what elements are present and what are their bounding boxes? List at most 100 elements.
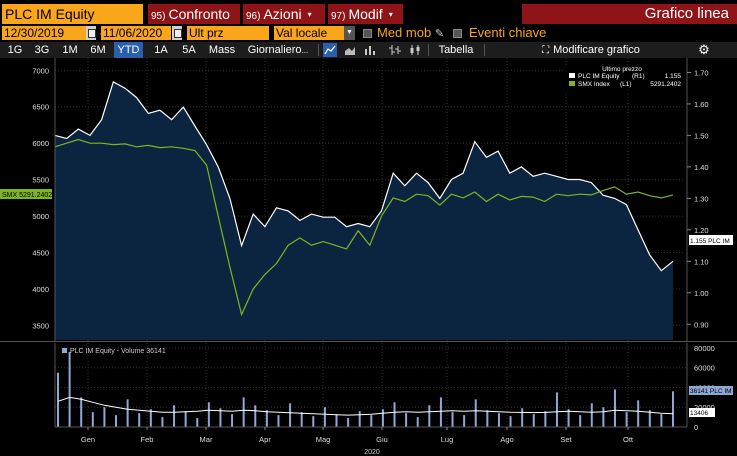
compare-menu-button[interactable]: 95) Confronto (148, 4, 240, 24)
legend-swatch-price (569, 73, 575, 78)
volume-bar (567, 409, 570, 427)
right-axis: 1.70 1.60 1.50 1.40 1.30 1.20 1.10 1.00 0.90 (686, 58, 709, 341)
index-series-line (54, 138, 674, 317)
period-ytd[interactable]: YTD (114, 42, 143, 58)
volume-chart[interactable]: 800006000040000200000 GenFebMarAprMagGiu… (0, 341, 737, 456)
volume-bar (521, 408, 524, 427)
legend-axis: (L1) (620, 81, 632, 88)
month-label: Giu (376, 435, 388, 444)
volume-bar (613, 389, 616, 427)
left-tick-label: 5500 (32, 176, 49, 185)
date-controls: 12/30/2019 - 11/06/2020 Ult prz Val loca… (0, 24, 737, 42)
volume-bar (103, 407, 106, 427)
chevron-down-icon[interactable]: ▼ (344, 26, 355, 40)
month-label: Mar (200, 435, 213, 444)
volume-bar (265, 410, 268, 427)
volume-bar (416, 417, 419, 427)
month-label: Gen (81, 435, 95, 444)
ticker-field[interactable]: PLC IM Equity (2, 4, 143, 24)
edit-menu-button[interactable]: 97) Modif ▾ (328, 4, 403, 24)
period-3g[interactable]: 3G (34, 44, 50, 56)
volume-bar (602, 407, 605, 427)
chevron-down-icon: ▾ (307, 10, 312, 19)
period-5a[interactable]: 5A (182, 44, 196, 56)
end-date-field[interactable]: 11/06/2020 (101, 26, 171, 40)
volume-bar (544, 411, 547, 427)
calendar-icon[interactable] (86, 26, 96, 40)
legend-value: 5291.2402 (650, 81, 681, 88)
menu-number: 97) (331, 11, 346, 22)
month-axis: Gen Feb Mar Apr Mag Giu Lug Ago Set Ott (81, 427, 634, 444)
gear-icon[interactable]: ⚙ (698, 42, 710, 57)
volume-average-line (57, 396, 674, 416)
key-events-checkbox[interactable] (453, 29, 462, 38)
period-1a[interactable]: 1A (154, 44, 168, 56)
volume-bar (428, 405, 431, 427)
bar-chart-icon[interactable] (363, 43, 377, 57)
left-tick-label: 4000 (32, 285, 49, 294)
start-date-field[interactable]: 12/30/2019 (2, 26, 86, 40)
volume-bar (463, 415, 466, 427)
volume-bar (138, 413, 141, 427)
period-bar: 1G 3G 1M 6M YTD 1A 5A Mass Giornaliero..… (0, 42, 737, 58)
month-label: Apr (259, 435, 271, 444)
volume-tag-2: 13406 (689, 408, 715, 417)
table-button[interactable]: Tabella (438, 44, 474, 56)
volume-bar (219, 408, 222, 427)
volume-tick-label: 20000 (694, 403, 715, 412)
month-label: Mag (316, 435, 331, 444)
left-tick-label: 6500 (32, 103, 49, 112)
chevron-down-icon: ▾ (388, 10, 393, 19)
plc-tag-text: 1.155 PLC IM (690, 238, 730, 245)
frequency-select[interactable]: Giornaliero... (245, 42, 311, 58)
period-max[interactable]: Mass (208, 44, 236, 56)
volume-bar (254, 405, 257, 427)
divider (428, 44, 429, 56)
volume-bar (323, 407, 326, 427)
period-6m[interactable]: 6M (90, 44, 106, 56)
volume-ma-tag-bg (689, 408, 715, 417)
edit-chart-label: Modificare grafico (553, 44, 640, 56)
actions-menu-button[interactable]: 96) Azioni ▾ (243, 4, 325, 24)
price-field-select[interactable]: Ult prz (187, 26, 269, 40)
volume-bar (648, 410, 651, 427)
volume-bar (207, 402, 210, 427)
menu-label: Confronto (168, 6, 230, 22)
volume-bar (370, 415, 373, 427)
legend-header: Ultimo prezzo (602, 66, 642, 73)
price-area (55, 81, 673, 341)
ohlc-icon[interactable] (388, 43, 402, 57)
volume-ma-tag-text: 13406 (690, 410, 708, 417)
period-1m[interactable]: 1M (62, 44, 78, 56)
volume-bar (439, 397, 442, 427)
period-1g[interactable]: 1G (7, 44, 23, 56)
moving-average-checkbox[interactable] (363, 29, 372, 38)
volume-bar (347, 418, 350, 427)
currency-select[interactable]: Val locale (274, 26, 344, 40)
month-label: Lug (441, 435, 454, 444)
month-label: Set (560, 435, 572, 444)
plc-last-value-tag: 1.155 PLC IM (689, 235, 733, 245)
key-events-label: Eventi chiave (469, 25, 547, 40)
volume-bar (451, 412, 454, 427)
divider (318, 44, 319, 56)
menu-label: Modif (348, 6, 383, 22)
volume-bar (277, 415, 280, 427)
edit-chart-button[interactable]: ⛶ Modificare grafico (532, 42, 650, 58)
volume-bar (381, 409, 384, 427)
edit-chart-icon: ⛶ (542, 45, 550, 56)
legend-name: SMX Index (578, 81, 611, 88)
pencil-icon[interactable]: ✎ (434, 28, 445, 40)
volume-bar (474, 399, 477, 427)
area-chart-icon[interactable] (343, 43, 357, 57)
volume-bar (149, 409, 152, 427)
volume-bar (231, 414, 234, 427)
volume-tick-label: 60000 (694, 364, 715, 373)
line-chart-icon[interactable] (323, 43, 337, 57)
frequency-label: Giornaliero (247, 44, 302, 56)
calendar-icon[interactable] (172, 26, 182, 40)
candle-icon[interactable] (408, 43, 422, 57)
right-tick-label: 1.20 (694, 226, 709, 235)
price-chart[interactable]: 7000 6500 6000 5500 5000 4500 4000 3500 1.70 1.6… (0, 58, 737, 341)
volume-bar (497, 413, 500, 427)
